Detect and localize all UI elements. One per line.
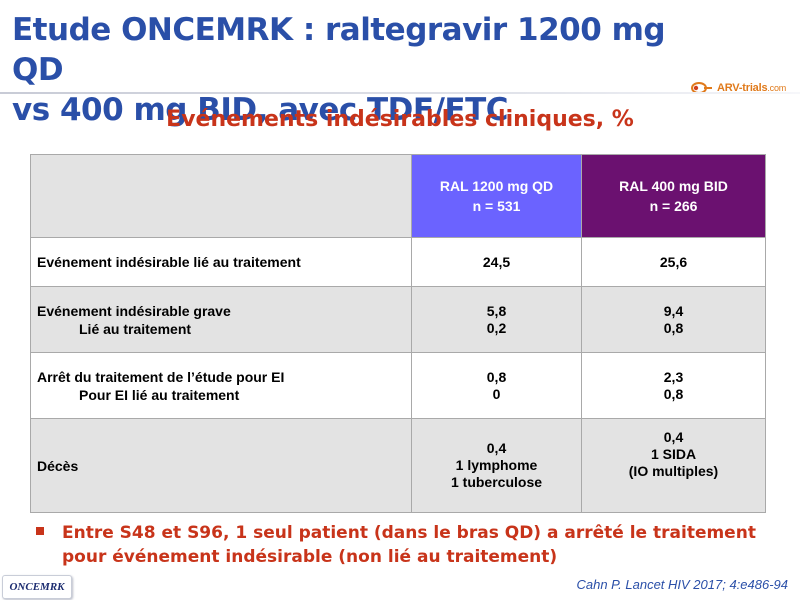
header-bid-n: n = 266 bbox=[649, 198, 698, 214]
slide-title-line2: vs 400 mg BID, avec TDF/FTC bbox=[12, 92, 508, 128]
table-row: Evénement indésirable grave Lié au trait… bbox=[30, 286, 766, 353]
cell-qd-value: 5,8 0,2 bbox=[411, 286, 582, 353]
key-finding-bullet: Entre S48 et S96, 1 seul patient (dans l… bbox=[36, 521, 756, 569]
row-sub-label: Pour EI lié au traitement bbox=[79, 386, 240, 403]
header-ral-1200-qd: RAL 1200 mg QD n = 531 bbox=[411, 154, 582, 238]
row-sub-label: Lié au traitement bbox=[79, 320, 192, 337]
header-ral-400-bid: RAL 400 mg BID n = 266 bbox=[581, 154, 766, 238]
cell-qd-value: 0,8 0 bbox=[411, 352, 582, 419]
row-main-label: Arrêt du traitement de l’étude pour EI bbox=[37, 368, 285, 385]
arv-trials-logo-suffix: .com bbox=[767, 83, 787, 93]
bullet-line-2: pour événement indésirable (non lié au t… bbox=[62, 547, 558, 567]
bid-sub-value: 0,8 bbox=[663, 319, 684, 336]
qd-value: 5,8 bbox=[486, 302, 507, 319]
square-bullet-icon bbox=[36, 527, 44, 535]
qd-value: 24,5 bbox=[482, 253, 511, 270]
bid-cause-2: (IO multiples) bbox=[628, 463, 719, 479]
header-bid-regimen: RAL 400 mg BID bbox=[619, 178, 728, 194]
qd-value: 0,8 bbox=[486, 368, 507, 385]
bid-value: 2,3 bbox=[663, 368, 684, 385]
title-divider bbox=[0, 92, 800, 94]
citation-reference: Cahn P. Lancet HIV 2017; 4:e486-94 bbox=[576, 577, 788, 592]
table-row: Evénement indésirable lié au traitement … bbox=[30, 237, 766, 287]
cell-qd-value: 0,4 1 lymphome 1 tuberculose bbox=[411, 418, 582, 513]
cell-bid-value: 25,6 bbox=[581, 237, 766, 287]
bid-sub-value: 0,8 bbox=[663, 385, 684, 402]
header-qd-regimen: RAL 1200 mg QD bbox=[439, 178, 554, 194]
bid-value: 0,4 bbox=[663, 429, 684, 445]
slide-title: Etude ONCEMRK : raltegravir 1200 mg QD v… bbox=[12, 10, 672, 130]
slide-subtitle: Evénements indésirables cliniques, % bbox=[166, 107, 634, 132]
row-label-discontinuation: Arrêt du traitement de l’étude pour EI P… bbox=[30, 352, 412, 419]
cell-qd-value: 24,5 bbox=[411, 237, 582, 287]
qd-cause-2: 1 tuberculose bbox=[450, 474, 543, 490]
table-row: Arrêt du traitement de l’étude pour EI P… bbox=[30, 352, 766, 419]
slide-title-line1: Etude ONCEMRK : raltegravir 1200 mg QD bbox=[12, 12, 666, 88]
cell-bid-value: 9,4 0,8 bbox=[581, 286, 766, 353]
adverse-events-table: RAL 1200 mg QD n = 531 RAL 400 mg BID n … bbox=[30, 154, 766, 513]
row-label-treatment-related-ae: Evénement indésirable lié au traitement bbox=[30, 237, 412, 287]
row-label-deaths: Décès bbox=[30, 418, 412, 513]
bid-cause-1: 1 SIDA bbox=[650, 446, 697, 462]
bullet-line-1: Entre S48 et S96, 1 seul patient (dans l… bbox=[62, 523, 756, 543]
cell-bid-value: 2,3 0,8 bbox=[581, 352, 766, 419]
table-row: Décès 0,4 1 lymphome 1 tuberculose 0,4 1… bbox=[30, 418, 766, 513]
header-qd-n: n = 531 bbox=[472, 198, 521, 214]
qd-sub-value: 0,2 bbox=[486, 319, 507, 336]
bid-value: 25,6 bbox=[659, 253, 688, 270]
qd-cause-1: 1 lymphome bbox=[455, 457, 538, 473]
oncemrk-study-logo: ONCEMRK bbox=[2, 575, 72, 599]
qd-sub-value: 0 bbox=[492, 385, 501, 402]
table-header-row: RAL 1200 mg QD n = 531 RAL 400 mg BID n … bbox=[30, 154, 766, 238]
bid-value: 9,4 bbox=[663, 302, 684, 319]
row-label-serious-ae: Evénement indésirable grave Lié au trait… bbox=[30, 286, 412, 353]
arv-trials-logo: ARV-trials.com bbox=[690, 78, 786, 98]
table-header-empty-cell bbox=[30, 154, 412, 238]
qd-value: 0,4 bbox=[486, 440, 507, 456]
row-main-label: Evénement indésirable grave bbox=[37, 302, 231, 319]
cell-bid-value: 0,4 1 SIDA (IO multiples) bbox=[581, 418, 766, 513]
arv-trials-logo-text: ARV-trials bbox=[717, 82, 768, 94]
